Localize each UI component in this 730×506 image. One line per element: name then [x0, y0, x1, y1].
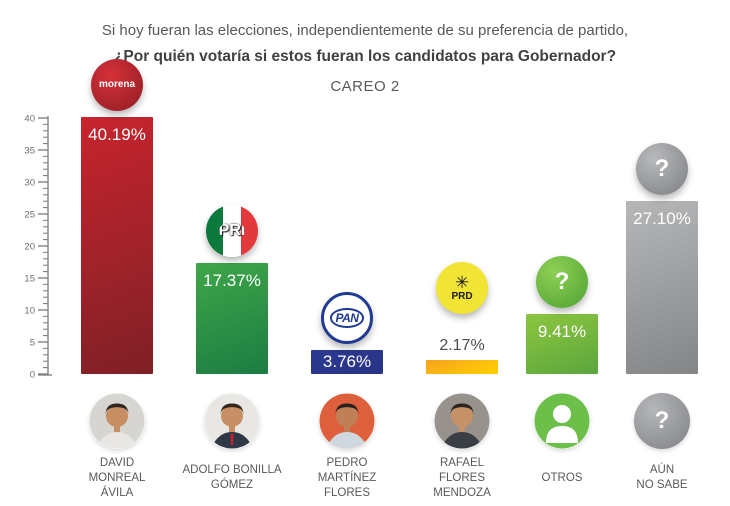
prd-sun-icon: ✳ — [454, 273, 470, 293]
y-axis: 0 5 10 15 20 25 30 35 40 — [24, 114, 52, 381]
bar-value-label: 40.19% — [88, 124, 146, 144]
y-tick-label: 20 — [24, 242, 35, 253]
bar-aun-no-sabe — [626, 200, 698, 374]
pri-logo-text: PRI — [218, 221, 246, 239]
y-tick-label: 40 — [24, 114, 35, 125]
bar-rafael-flores-mendoza — [426, 360, 498, 374]
question-mark: ? — [654, 407, 670, 434]
candidate-name: RAFAEL FLORES MENDOZA — [433, 456, 491, 499]
y-tick-label: 25 — [24, 210, 35, 221]
person-icon — [534, 393, 590, 449]
y-tick-label: 30 — [24, 178, 35, 189]
bar-value-label: 3.76% — [322, 351, 372, 371]
bar-pedro-martinez-flores — [311, 349, 383, 374]
question-circle-icon: ? — [636, 142, 688, 195]
bar-value-label: 27.10% — [633, 208, 691, 228]
prd-logo-text: PRD — [451, 291, 473, 303]
candidate-name: OTROS — [541, 471, 583, 484]
y-tick-label: 10 — [24, 306, 35, 317]
bar-adolfo-bonilla-gomez — [196, 262, 268, 374]
morena-logo: morena — [91, 58, 143, 111]
pri-logo: PRI — [206, 204, 258, 257]
pan-logo-text: PAN — [329, 307, 365, 328]
y-tick-label: 35 — [24, 146, 35, 157]
candidate-name: AÚN NO SABE — [636, 464, 688, 491]
pan-logo: PAN — [321, 291, 373, 344]
bar-value-label: 2.17% — [439, 337, 485, 355]
title-careo: CAREO 2 — [330, 78, 400, 95]
bar-value-label: 17.37% — [203, 270, 261, 290]
y-tick-label: 5 — [30, 338, 35, 349]
title-line1: Si hoy fueran las elecciones, independie… — [101, 22, 629, 39]
question-mark: ? — [654, 154, 670, 182]
question-mark: ? — [554, 267, 570, 295]
candidate-photo — [319, 393, 375, 449]
candidate-photo — [89, 393, 145, 449]
y-tick-label: 0 — [30, 370, 35, 381]
question-circle-icon: ? — [536, 255, 588, 308]
candidate-name: ADOLFO BONILLA GÓMEZ — [182, 464, 282, 491]
y-tick-label: 15 — [24, 274, 35, 285]
prd-logo: ✳ PRD — [436, 262, 488, 315]
candidate-photo — [434, 393, 490, 449]
question-circle-icon: ? — [634, 393, 690, 449]
candidate-name: PEDRO MARTÍNEZ FLORES — [317, 456, 377, 499]
candidate-name: DAVID MONREAL ÁVILA — [88, 456, 146, 499]
bar-otros — [526, 313, 598, 374]
title-line2: ¿Por quién votaría si estos fueran los c… — [113, 48, 617, 65]
candidate-photo — [204, 393, 260, 449]
bar-value-label: 9.41% — [537, 321, 587, 341]
bar-david-monreal-avila — [81, 116, 153, 374]
